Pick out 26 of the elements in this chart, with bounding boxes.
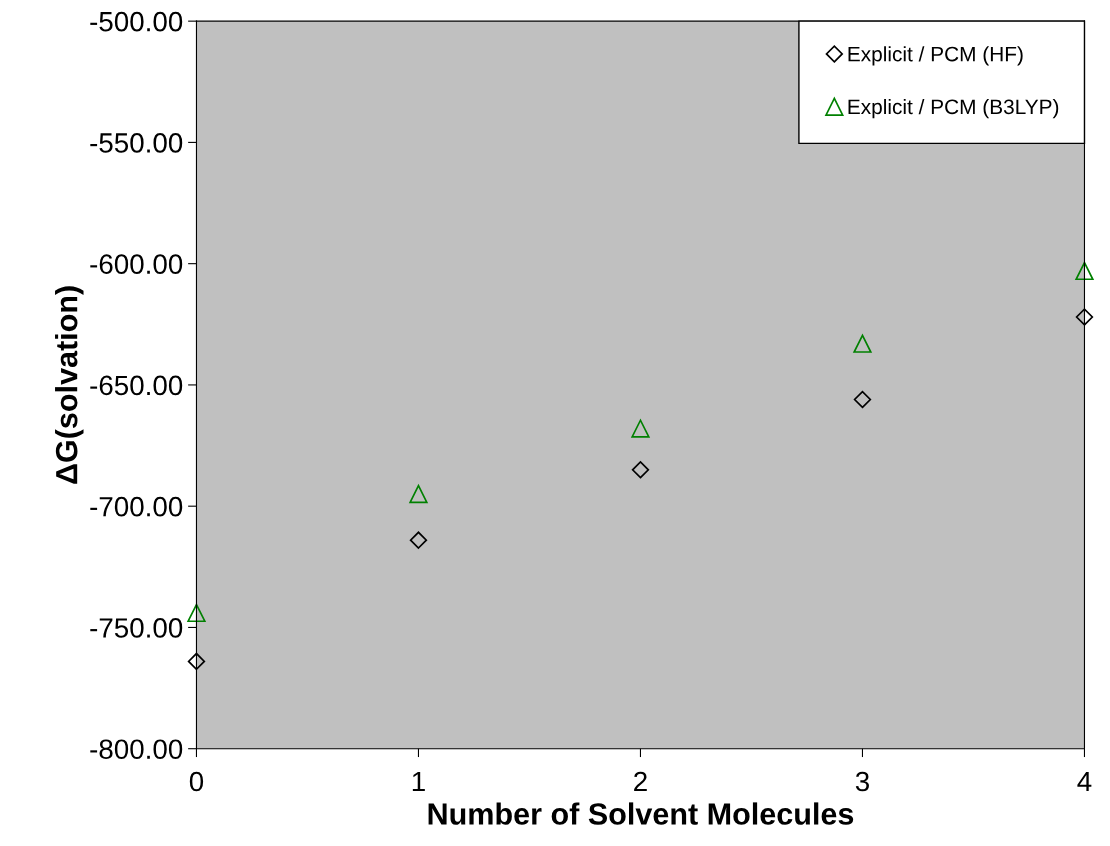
y-tick-label: -500.00 (90, 11, 183, 32)
point (853, 334, 872, 353)
point (409, 484, 428, 504)
y-tick-label: -800.00 (90, 739, 183, 760)
point (631, 419, 650, 438)
x-tick-label: 4 (1077, 771, 1092, 792)
point (409, 531, 428, 549)
point (853, 390, 872, 409)
y-tick-label: -700.00 (90, 496, 183, 517)
x-tick-label: 2 (634, 771, 647, 792)
x-tick-label: 3 (855, 771, 869, 792)
y-tick-label: -550.00 (90, 133, 183, 153)
point (631, 461, 650, 479)
legend-label: Explicit / PCM (HF) (848, 46, 1023, 66)
point (187, 603, 206, 623)
point (1075, 261, 1094, 281)
y-tick-label: -650.00 (90, 375, 183, 396)
y-axis-title: ΔG(solvation) (55, 286, 84, 484)
y-tick-label: -750.00 (90, 618, 183, 638)
x-tick-label: 0 (189, 771, 204, 792)
legend-label: Explicit / PCM (B3LYP) (848, 98, 1059, 119)
point (187, 652, 206, 671)
y-tick-label: -600.00 (90, 254, 183, 275)
point (1075, 308, 1094, 326)
x-tick-label: 1 (412, 771, 425, 792)
x-axis-title: Number of Solvent Molecules (428, 802, 854, 825)
